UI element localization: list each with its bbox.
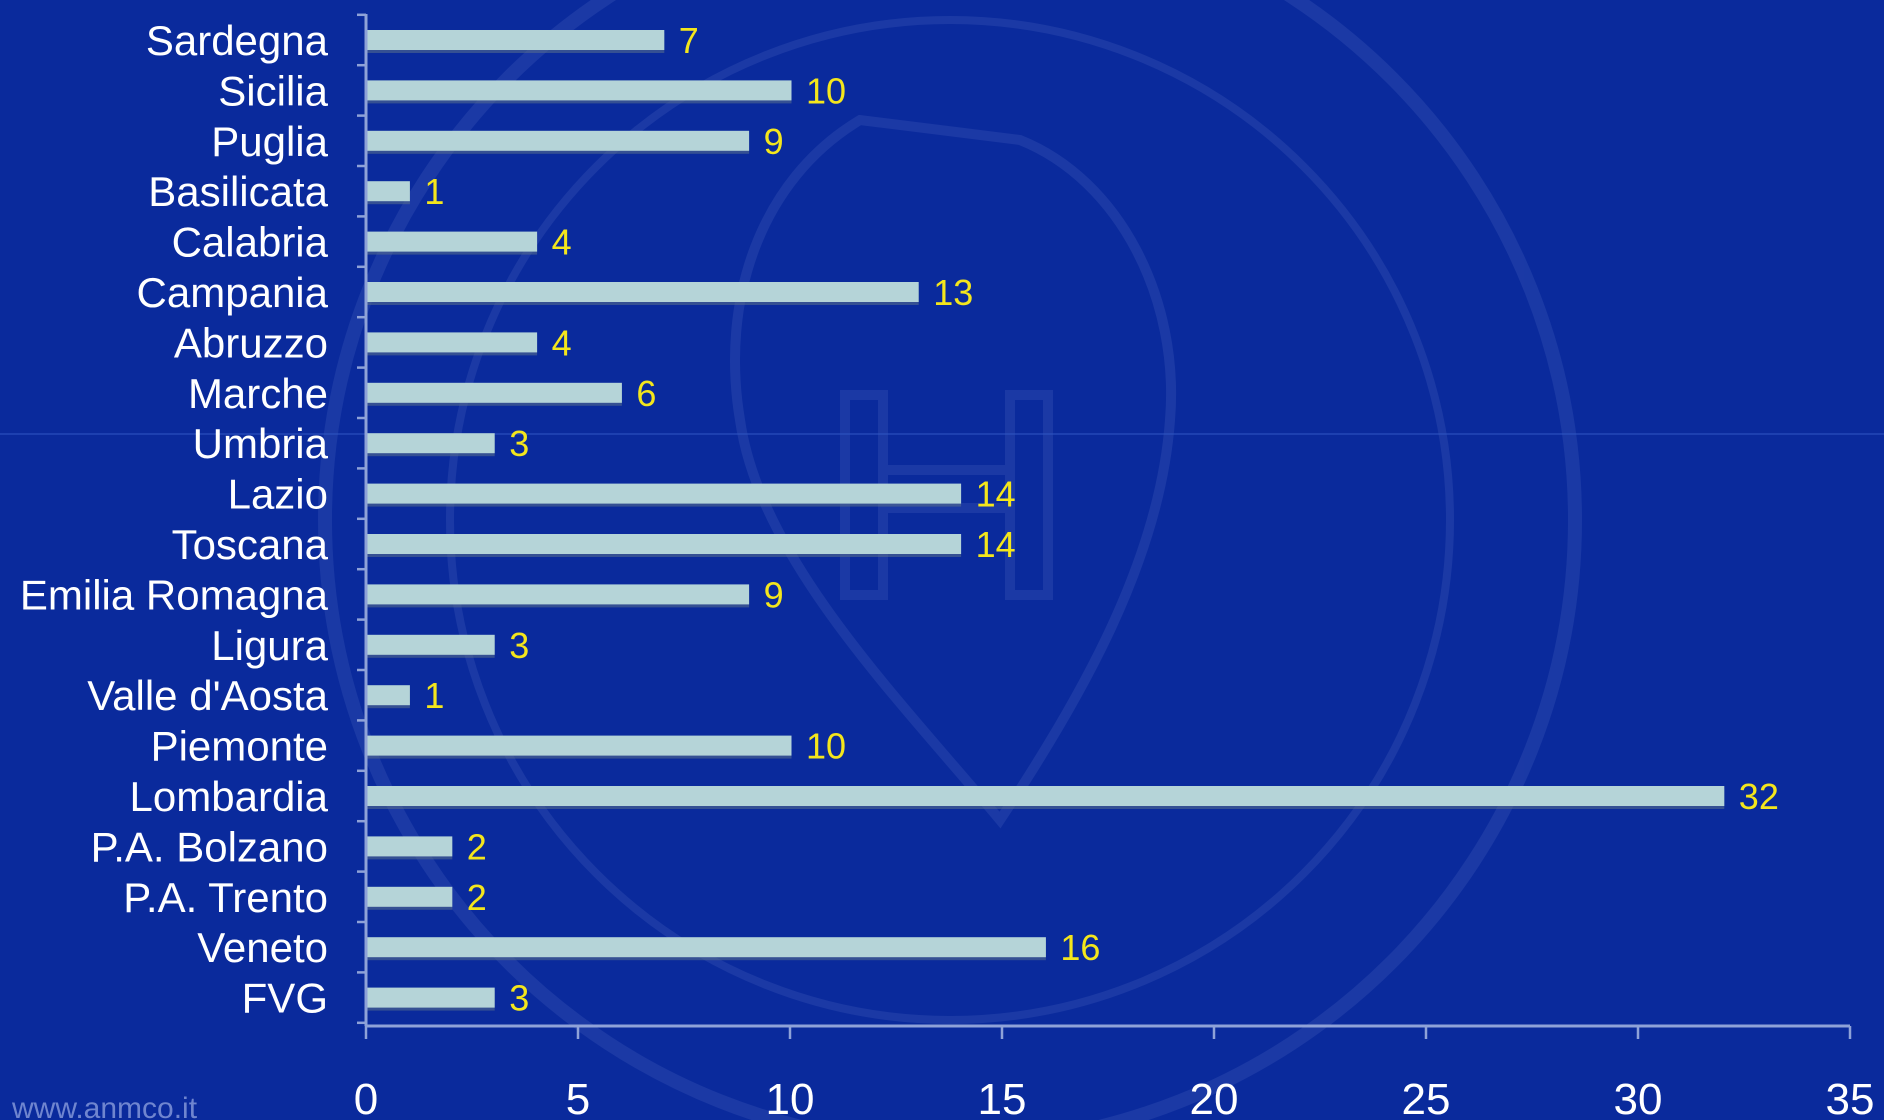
bar: [367, 685, 410, 706]
x-tick-label: 30: [1614, 1075, 1663, 1120]
bar: [367, 181, 410, 202]
footer-url: www.anmco.it: [11, 1092, 198, 1120]
bar: [367, 80, 792, 101]
x-tick-label: 15: [978, 1075, 1027, 1120]
value-label: 14: [976, 524, 1016, 565]
watermark-seal: [318, 0, 1582, 1120]
x-tick-label: 0: [354, 1075, 378, 1120]
value-label: 1: [424, 675, 444, 716]
value-label: 2: [467, 877, 487, 918]
bar: [367, 735, 792, 756]
value-label: 2: [467, 826, 487, 867]
value-label: 9: [764, 121, 784, 162]
value-label: 7: [679, 20, 699, 61]
value-label: 14: [976, 474, 1016, 515]
category-label: Emilia Romagna: [20, 571, 329, 618]
x-tick-label: 5: [566, 1075, 590, 1120]
value-label: 10: [806, 70, 846, 111]
category-label: Veneto: [197, 924, 328, 971]
bar: [367, 30, 665, 50]
category-label: Sardegna: [146, 17, 329, 64]
bar: [367, 382, 622, 403]
bar: [367, 231, 538, 252]
bar: [367, 786, 1725, 806]
x-tick-label: 20: [1190, 1075, 1239, 1120]
category-label: Ligura: [211, 622, 328, 669]
category-label: Puglia: [211, 118, 328, 165]
value-label: 13: [933, 272, 973, 313]
value-label: 16: [1060, 927, 1100, 968]
value-label: 3: [509, 423, 529, 464]
bar: [367, 634, 495, 655]
category-label: Marche: [188, 370, 328, 417]
category-label: Umbria: [193, 420, 329, 467]
category-label: Basilicata: [148, 168, 328, 215]
value-label: 4: [552, 322, 572, 363]
value-label: 6: [636, 373, 656, 414]
category-label: FVG: [242, 975, 328, 1022]
labels: 0 5 10 15 20 25 30 35 Sardegna 7 Sicilia 10 Puglia 9 B…: [20, 17, 1875, 1120]
category-label: P.A. Trento: [123, 874, 328, 921]
bar: [367, 483, 962, 504]
bar: [367, 836, 453, 857]
bar: [367, 282, 919, 302]
category-label: Toscana: [172, 521, 329, 568]
axes: [357, 13, 1852, 1039]
x-tick-label: 35: [1826, 1075, 1875, 1120]
category-label: Lombardia: [130, 773, 329, 820]
x-tick-label: 25: [1402, 1075, 1451, 1120]
category-label: Abruzzo: [174, 319, 328, 366]
value-label: 32: [1739, 776, 1779, 817]
bar: [367, 534, 962, 554]
bar: [367, 332, 538, 353]
bar: [367, 886, 453, 907]
value-label: 3: [509, 625, 529, 666]
value-label: 3: [509, 978, 529, 1019]
category-label: P.A. Bolzano: [91, 823, 328, 870]
category-label: Lazio: [228, 471, 328, 518]
bars: [367, 30, 1725, 1011]
x-tick-label: 10: [766, 1075, 815, 1120]
value-label: 4: [552, 222, 572, 263]
value-label: 10: [806, 726, 846, 767]
bar: [367, 130, 750, 151]
category-label: Campania: [137, 269, 329, 316]
bar: [367, 433, 495, 454]
category-label: Valle d'Aosta: [87, 672, 328, 719]
value-label: 1: [424, 171, 444, 212]
value-label: 9: [764, 574, 784, 615]
bar: [367, 987, 495, 1008]
category-label: Piemonte: [151, 723, 328, 770]
category-label: Sicilia: [218, 67, 328, 114]
bar: [367, 584, 750, 605]
category-label: Calabria: [172, 219, 329, 266]
bar: [367, 937, 1046, 958]
